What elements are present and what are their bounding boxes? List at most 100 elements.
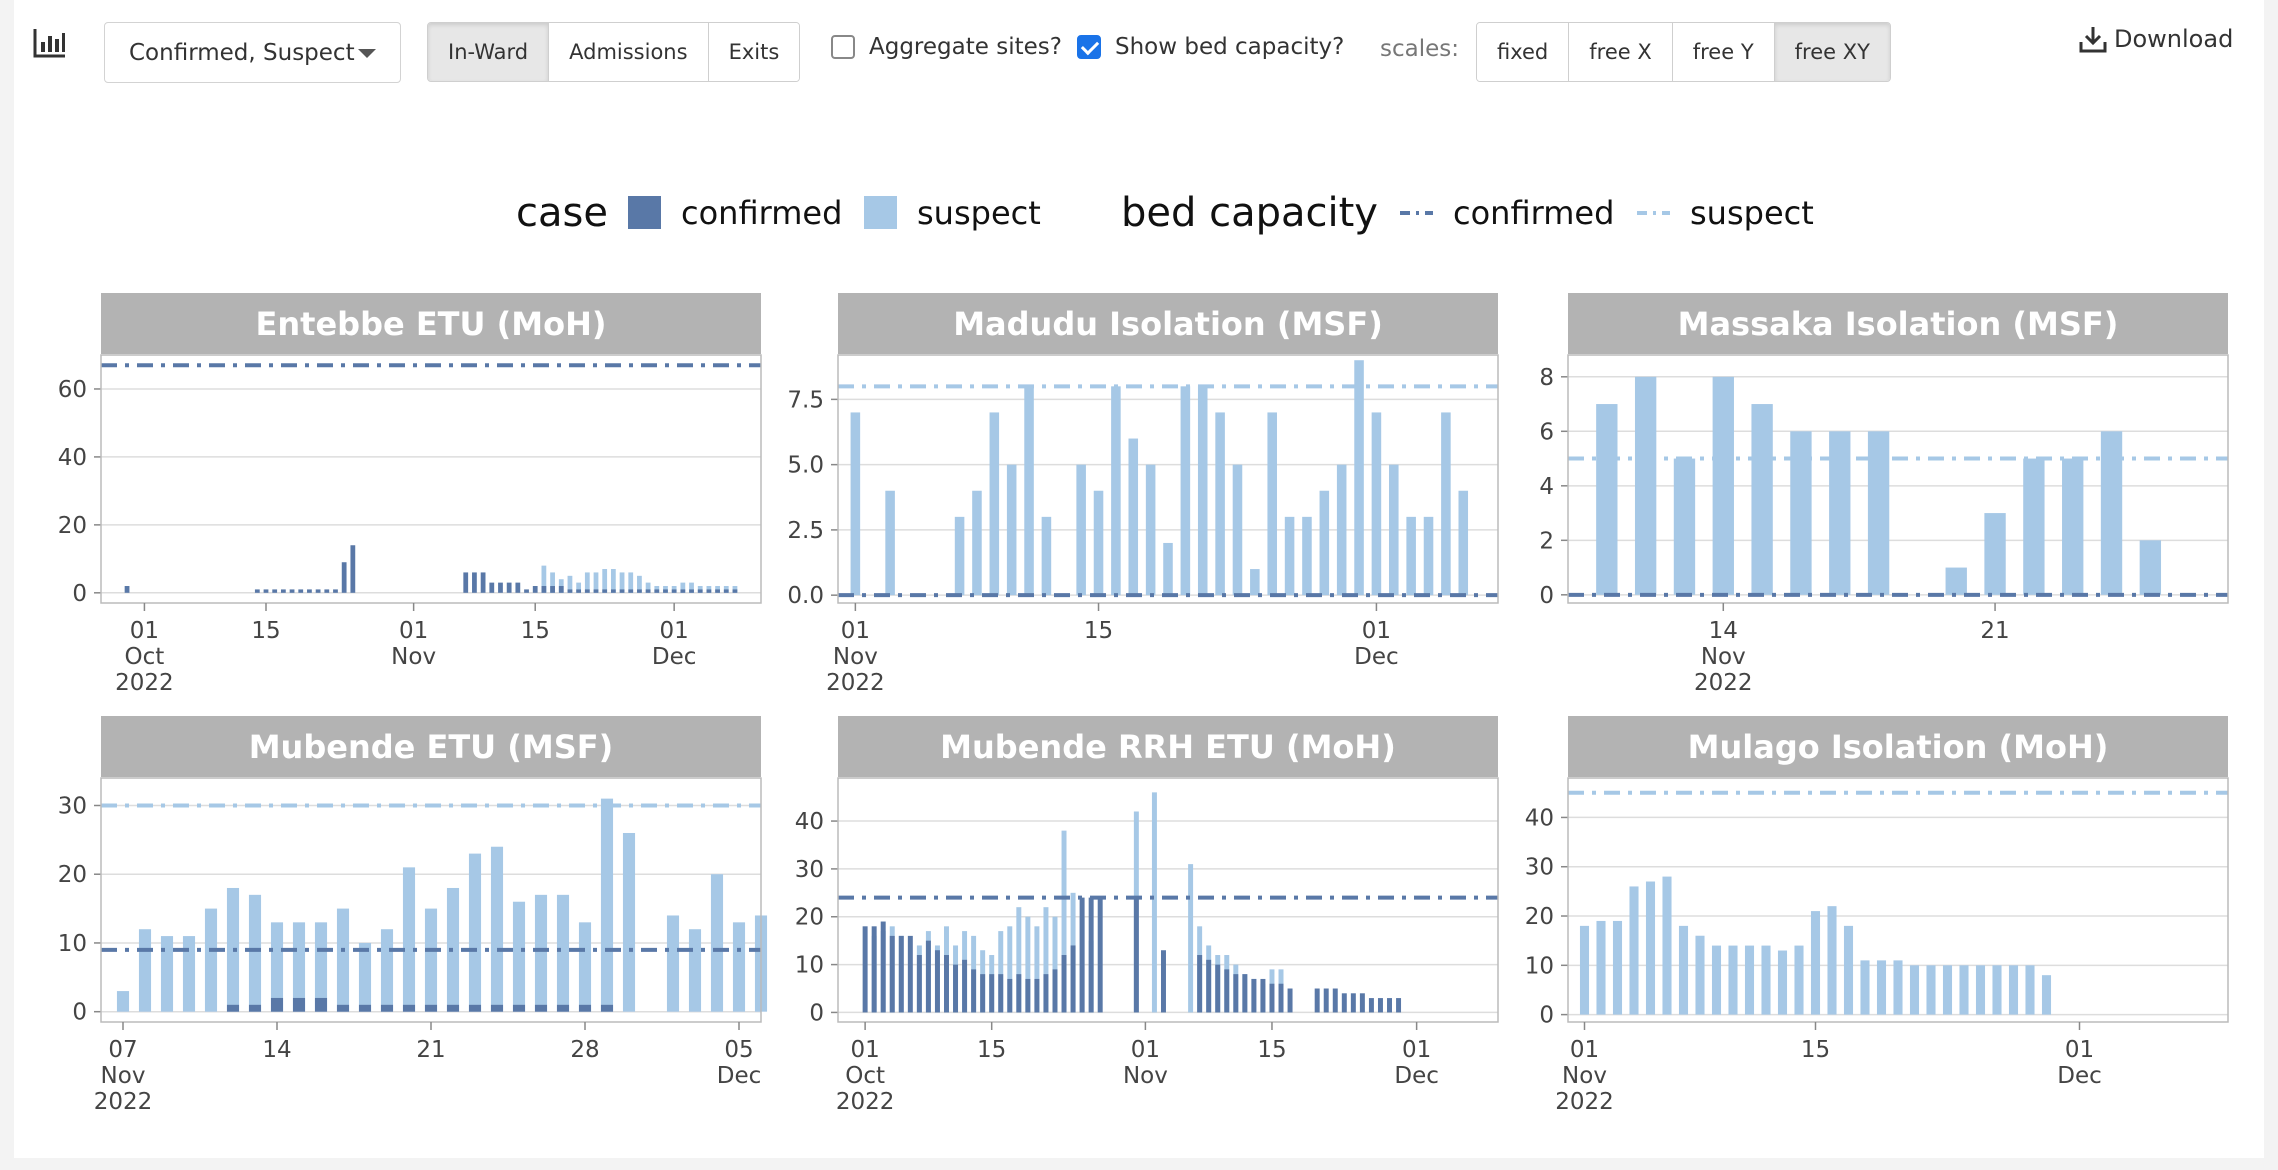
scale-free-x-button[interactable]: free X (1569, 23, 1673, 81)
x-tick-label: 14 (1709, 618, 1738, 644)
download-icon (2079, 27, 2107, 53)
y-tick-label: 20 (58, 513, 87, 539)
bar-confirmed (350, 545, 356, 593)
x-tick-label: 15 (1084, 618, 1113, 644)
bar-confirmed (292, 997, 306, 1012)
y-tick-label: 2 (1539, 528, 1554, 554)
bar-suspect (1043, 907, 1049, 1013)
legend-confirmed-swatch (628, 196, 661, 229)
bar-confirmed (298, 589, 304, 593)
bar-suspect (1662, 876, 1672, 1015)
bar-suspect (1267, 412, 1277, 596)
bar-suspect (1794, 945, 1804, 1015)
bar-confirmed (1215, 964, 1221, 1013)
bar-suspect (578, 922, 592, 1012)
scale-free-y-button[interactable]: free Y (1672, 23, 1775, 81)
checkbox-box[interactable] (1077, 35, 1101, 59)
bar-suspect (637, 575, 642, 593)
bar-confirmed (880, 921, 886, 1013)
bar-confirmed (898, 935, 904, 1013)
checkbox-box[interactable] (831, 35, 855, 59)
bar-suspect (1371, 412, 1382, 596)
bar-suspect (2023, 458, 2045, 595)
bar-confirmed (254, 589, 260, 593)
bar-suspect (1025, 916, 1031, 1013)
bar-suspect (1761, 945, 1771, 1015)
bar-suspect (424, 908, 438, 1012)
bar-suspect (2062, 458, 2084, 595)
bar-confirmed (402, 1004, 416, 1012)
bar-suspect (1975, 965, 1986, 1015)
bar-chart-icon[interactable] (32, 26, 68, 60)
panel-title: Massaka Isolation (MSF) (1678, 305, 2119, 343)
bar-confirmed (1278, 983, 1284, 1013)
download-button[interactable]: Download (2078, 24, 2233, 54)
case-type-select[interactable]: Confirmed, Suspect (104, 22, 401, 83)
bar-suspect (680, 582, 686, 593)
bar-suspect (1893, 960, 1903, 1015)
x-tick-label: 15 (977, 1037, 1006, 1063)
x-tick-label: 01 (660, 618, 689, 644)
bar-suspect (1926, 965, 1936, 1015)
view-admissions-button[interactable]: Admissions (549, 23, 709, 81)
bar-suspect (1673, 458, 1696, 595)
bar-suspect (715, 586, 720, 593)
bar-suspect (584, 572, 590, 593)
bar-suspect (358, 942, 372, 1012)
bar-suspect (446, 887, 460, 1012)
bar-suspect (1634, 376, 1657, 595)
bar-confirmed (463, 572, 469, 593)
bar-suspect (512, 901, 526, 1012)
bar-confirmed (593, 589, 599, 593)
bar-confirmed (512, 1004, 526, 1012)
bar-confirmed (380, 1004, 394, 1012)
y-tick-label: 5.0 (787, 453, 824, 479)
bar-suspect (270, 922, 284, 1012)
panel-title: Madudu Isolation (MSF) (953, 305, 1383, 343)
bar-suspect (850, 412, 861, 596)
show-bed-capacity-checkbox[interactable]: Show bed capacity? (1077, 34, 1344, 60)
bar-suspect (1827, 906, 1837, 1015)
bar-suspect (1441, 412, 1451, 596)
panel-title: Mulago Isolation (MoH) (1688, 728, 2109, 766)
bar-suspect (1695, 935, 1705, 1015)
bar-suspect (1579, 925, 1590, 1015)
bar-suspect (1336, 464, 1347, 596)
y-tick-label: 40 (58, 445, 87, 471)
legend-suspect-label: suspect (917, 194, 1041, 232)
bar-confirmed (962, 959, 968, 1013)
bar-suspect (1163, 542, 1173, 596)
bar-confirmed (468, 1004, 482, 1012)
x-tick-label: Oct (845, 1063, 885, 1089)
bar-confirmed (980, 974, 986, 1013)
bar-suspect (1711, 945, 1722, 1015)
bar-suspect (1302, 516, 1312, 596)
x-tick-label: 2022 (1555, 1089, 1614, 1115)
bar-suspect (2008, 965, 2019, 1015)
view-in-ward-button[interactable]: In-Ward (428, 23, 550, 81)
bar-suspect (160, 936, 174, 1012)
x-tick-label: 2022 (826, 670, 885, 696)
bar-suspect (732, 922, 746, 1012)
y-tick-label: 4 (1539, 474, 1554, 500)
bar-suspect (1354, 360, 1364, 596)
bar-confirmed (584, 589, 590, 593)
bar-suspect (989, 412, 1000, 596)
bar-suspect (138, 929, 152, 1012)
x-tick-label: 2022 (94, 1089, 153, 1115)
panel-title: Entebbe ETU (MoH) (256, 305, 607, 343)
bar-confirmed (541, 586, 547, 593)
bar-confirmed (248, 1004, 262, 1012)
scale-free-xy-button[interactable]: free XY (1774, 23, 1890, 81)
panel-frame (1567, 777, 2229, 1023)
bar-confirmed (1396, 998, 1402, 1013)
view-exits-button[interactable]: Exits (708, 23, 800, 81)
bar-confirmed (280, 589, 286, 593)
bar-suspect (1645, 881, 1656, 1015)
bar-suspect (1024, 386, 1034, 596)
scale-fixed-button[interactable]: fixed (1477, 23, 1570, 81)
aggregate-sites-checkbox[interactable]: Aggregate sites? (831, 34, 1062, 60)
bar-confirmed (689, 589, 694, 593)
